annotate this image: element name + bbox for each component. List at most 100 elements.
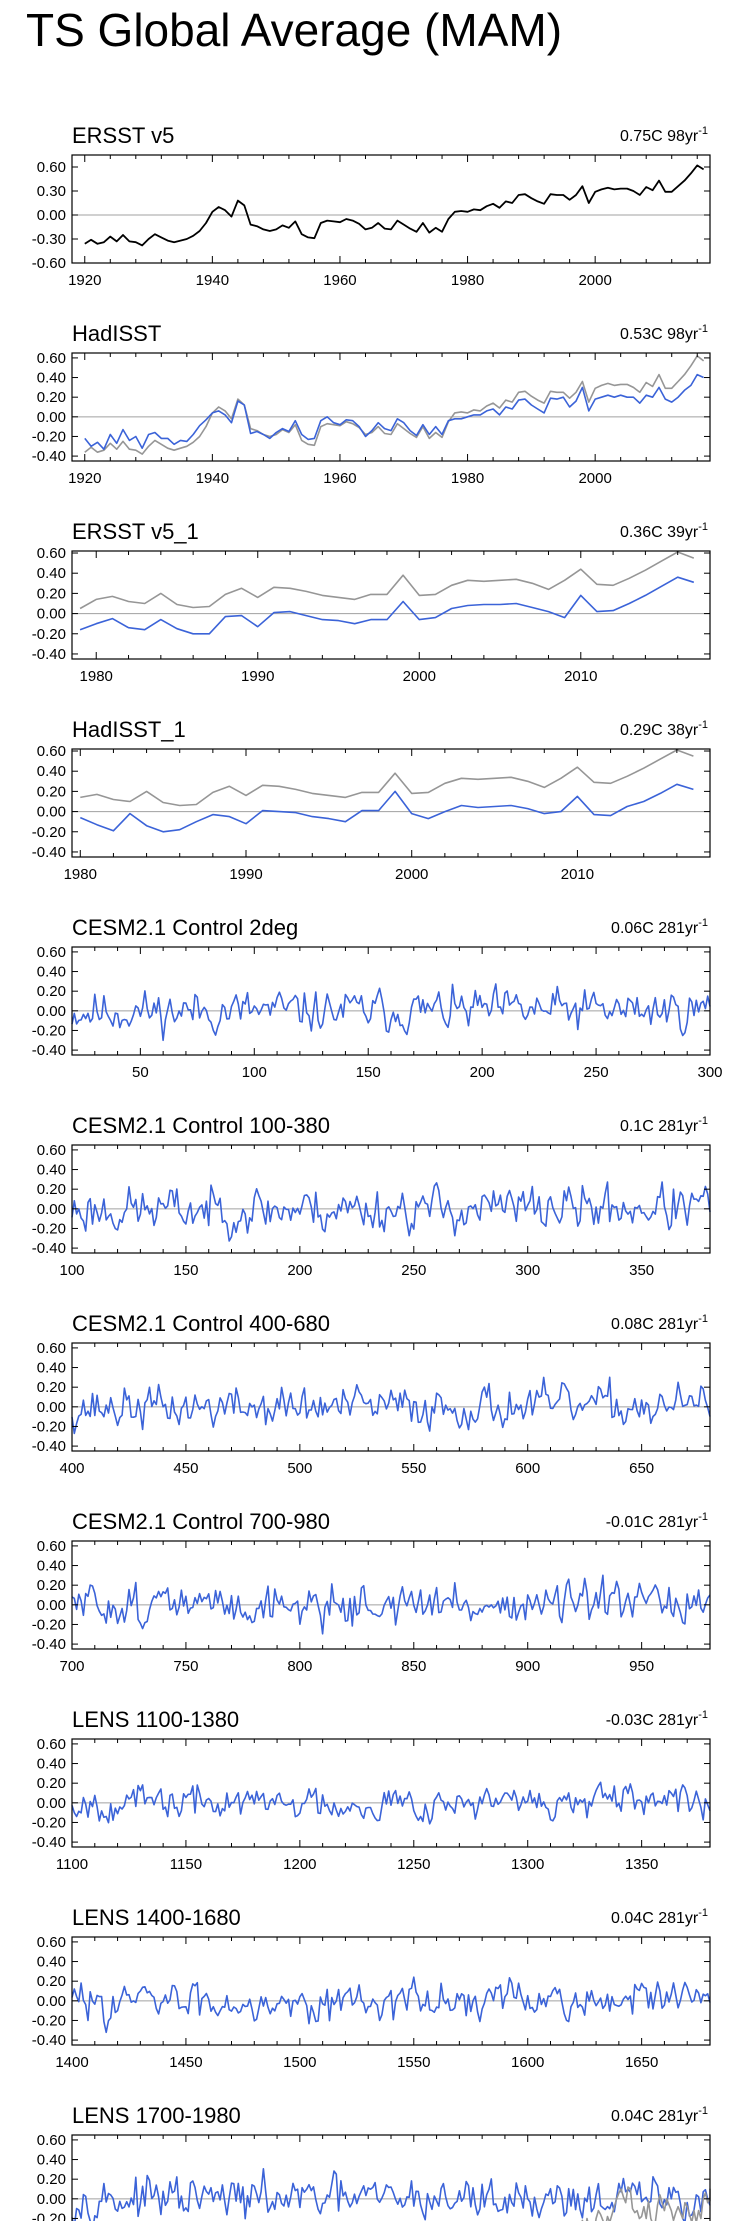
y-tick-label: 0.20 [37,1577,66,1594]
x-tick-label: 250 [401,1262,426,1279]
y-tick-label: -0.20 [32,626,66,643]
y-tick-label: 0.60 [37,944,66,961]
series-line [80,749,694,807]
panel-stat-label: 0.53C 98yr-1 [620,323,708,343]
y-tick-label: -0.20 [32,824,66,841]
series-line [71,1574,711,1635]
y-tick-label: 0.00 [37,1795,66,1812]
x-tick-label: 1100 [56,1856,88,1873]
x-tick-label: 1600 [511,2054,544,2071]
x-tick-label: 650 [629,1460,654,1477]
x-tick-label: 1940 [196,272,229,289]
series-line [71,1181,711,1242]
x-tick-label: 1150 [170,1856,202,1873]
y-tick-label: -0.20 [32,1220,66,1237]
y-tick-label: -0.20 [32,2012,66,2029]
series-line [79,551,695,610]
x-tick-label: 1980 [451,272,484,289]
y-tick-label: 0.60 [37,743,66,760]
x-tick-label: 1940 [196,470,229,487]
x-tick-label: 1450 [169,2054,202,2071]
y-tick-label: 0.40 [37,1954,66,1971]
chart-panel: LENS 1700-1980 0.04C 281yr-1 0.60 0.40 0.20 0… [32,2103,711,2221]
y-tick-label: 0.00 [37,1399,66,1416]
x-tick-label: 1650 [625,2054,658,2071]
panel-stat-label: 0.75C 98yr-1 [620,125,708,145]
panel-stat-label: 0.04C 281yr-1 [611,2105,708,2125]
x-tick-label: 1960 [323,470,356,487]
chart-panel: CESM2.1 Control 2deg 0.06C 281yr-1 0.60 0.4… [32,915,723,1081]
x-tick-label: 700 [59,1658,84,1675]
y-tick-label: 0.00 [37,804,66,821]
y-tick-label: 0.00 [37,1003,66,1020]
panel-stat-label: -0.03C 281yr-1 [606,1709,708,1729]
panel-stat-exponent: -1 [698,1907,708,1919]
panel-title: CESM2.1 Control 2deg [72,915,298,940]
y-tick-label: 0.60 [37,1934,66,1951]
y-tick-label: 0.40 [37,565,66,582]
panel-stat-exponent: -1 [698,1115,708,1127]
y-tick-label: 0.20 [37,1379,66,1396]
y-tick-label: 0.40 [37,2152,66,2169]
y-tick-label: 0.20 [37,389,66,406]
series-line [71,1976,711,2034]
panel-title: CESM2.1 Control 100-380 [72,1113,330,1138]
panel-title: CESM2.1 Control 700-980 [72,1509,330,1534]
y-tick-label: 0.00 [37,409,66,426]
chart-panel: CESM2.1 Control 100-380 0.1C 281yr-1 0.60 0… [32,1113,711,1279]
chart-panel: LENS 1100-1380 -0.03C 281yr-1 0.60 0.40 0.20… [32,1707,711,1873]
chart-panel: ERSST v5_1 0.36C 39yr-1 0.60 0.40 0.20 0.00 -0… [32,519,711,685]
series-line [71,1781,711,1825]
x-tick-label: 900 [515,1658,540,1675]
y-tick-label: -0.20 [32,1022,66,1039]
x-tick-label: 2010 [564,668,597,685]
panel-stat-exponent: -1 [698,125,708,137]
x-tick-label: 2000 [578,470,611,487]
y-tick-label: 0.00 [37,1201,66,1218]
y-tick-label: -0.40 [32,1636,66,1653]
chart-panel: ERSST v5 0.75C 98yr-1 0.60 0.30 0.00 -0.30 -0.… [32,123,711,289]
x-tick-label: 550 [401,1460,426,1477]
series-line [84,373,704,451]
panel-stat-label: 0.08C 281yr-1 [611,1313,708,1333]
panel-stat-label: 0.06C 281yr-1 [611,917,708,937]
plot-frame [71,154,711,264]
y-tick-label: -0.60 [32,255,66,272]
x-tick-label: 1550 [397,2054,430,2071]
panel-stat-exponent: -1 [698,1709,708,1721]
y-tick-label: 0.40 [37,1162,66,1179]
series-line [79,576,695,635]
panel-stat-exponent: -1 [698,323,708,335]
y-tick-label: 0.40 [37,1360,66,1377]
y-tick-label: 0.00 [37,2191,66,2208]
x-tick-label: 1400 [55,2054,88,2071]
panel-stat-label: 0.1C 281yr-1 [620,1115,708,1135]
y-tick-label: 0.60 [37,1142,66,1159]
x-tick-label: 200 [470,1064,495,1081]
page-title: TS Global Average (MAM) [26,4,563,56]
x-tick-label: 800 [287,1658,312,1675]
x-tick-label: 200 [287,1262,312,1279]
y-tick-label: 0.20 [37,783,66,800]
y-tick-label: 0.20 [37,1775,66,1792]
x-tick-label: 1300 [511,1856,544,1873]
y-tick-label: 0.00 [37,1993,66,2010]
y-tick-label: -0.40 [32,448,66,465]
panel-title: LENS 1100-1380 [72,1707,239,1732]
y-tick-label: 0.40 [37,964,66,981]
series-line [71,2168,711,2221]
y-tick-label: 0.00 [37,606,66,623]
y-tick-label: -0.40 [32,2032,66,2049]
x-tick-label: 1250 [397,1856,430,1873]
y-tick-label: 0.60 [37,2132,66,2149]
y-tick-label: 0.40 [37,1756,66,1773]
plot-frame [71,946,711,1056]
y-tick-label: 0.20 [37,983,66,1000]
x-tick-label: 850 [401,1658,426,1675]
y-tick-label: -0.30 [32,231,66,248]
x-tick-label: 1920 [68,470,101,487]
x-tick-label: 1990 [241,668,274,685]
y-tick-label: -0.40 [32,1834,66,1851]
x-tick-label: 750 [173,1658,198,1675]
x-tick-label: 2000 [395,866,428,883]
